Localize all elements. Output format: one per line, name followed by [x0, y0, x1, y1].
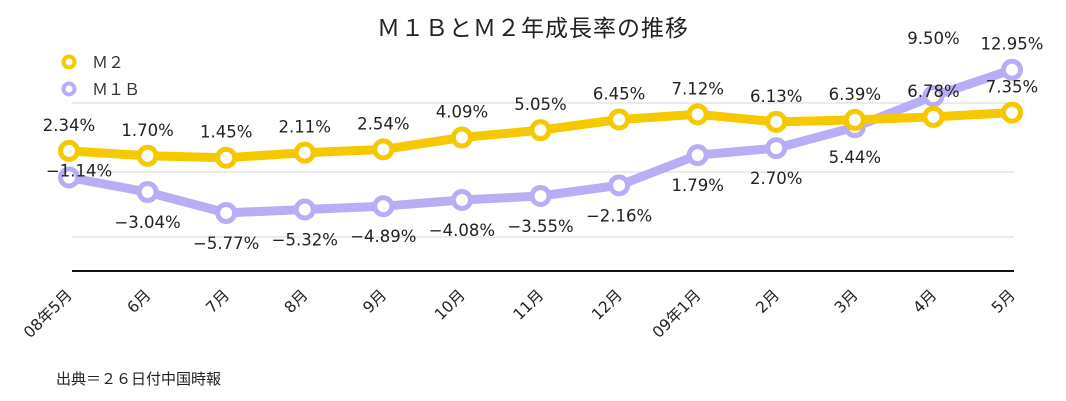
data-label-m2: 6.78%: [907, 82, 959, 101]
data-label-m1b: −3.04%: [114, 213, 180, 232]
data-point: [1001, 58, 1023, 81]
data-point: [450, 126, 473, 149]
data-point: [136, 144, 159, 167]
data-point: [608, 174, 631, 197]
data-point: [215, 146, 238, 169]
series-lines: [58, 58, 1023, 224]
chart-title: Ｍ１ＢとＭ２年成長率の推移: [377, 16, 689, 42]
data-label-m1b: −1.14%: [46, 162, 112, 181]
data-label-m1b: 5.44%: [829, 148, 881, 167]
data-point: [372, 195, 395, 218]
data-label-m2: 6.13%: [750, 87, 802, 106]
data-label-m1b: 2.70%: [750, 169, 802, 188]
source-note: 出典＝２６日付中国時報: [56, 370, 222, 388]
x-tick-label: 4月: [910, 286, 941, 317]
data-label-m2: 7.35%: [986, 78, 1038, 97]
data-label-m1b: −3.55%: [507, 217, 573, 236]
legend-marker: [61, 54, 77, 70]
data-point: [450, 189, 473, 212]
data-point: [1001, 101, 1023, 124]
x-tick-label: 9月: [359, 286, 390, 317]
data-label-m1b: 9.50%: [907, 29, 959, 48]
x-tick-label: 2月: [752, 286, 783, 317]
legend-marker: [61, 81, 77, 97]
data-label-m1b: 1.79%: [671, 176, 723, 195]
data-label-m2: 1.70%: [121, 121, 173, 140]
x-tick-label: 09年1月: [649, 286, 705, 342]
data-point: [843, 108, 866, 131]
data-point: [686, 103, 709, 126]
data-label-m2: 1.45%: [200, 123, 252, 142]
data-point: [58, 166, 80, 189]
data-point: [765, 110, 788, 133]
data-point: [58, 139, 80, 162]
x-tick-label: 3月: [831, 286, 862, 317]
data-point: [922, 85, 945, 108]
data-label-m1b: −4.08%: [429, 221, 495, 240]
data-label-m1b: −4.89%: [350, 227, 416, 246]
data-label-m2: 6.39%: [829, 85, 881, 104]
data-label-m1b: 12.95%: [981, 35, 1044, 54]
data-label-m2: 2.34%: [43, 116, 95, 135]
data-point: [215, 201, 238, 224]
data-point: [293, 141, 316, 164]
data-point: [922, 105, 945, 128]
data-label-m1b: −2.16%: [586, 206, 652, 225]
x-tick-label: 08年5月: [20, 286, 76, 342]
data-point: [529, 119, 552, 142]
x-tick-label: 6月: [124, 286, 155, 317]
data-point: [372, 138, 395, 161]
data-labels: 2.34% 1.70% 1.45% 2.11% 2.54% 4.09% 5.05% 6.45%…: [43, 29, 1044, 253]
x-tick-label: 11月: [510, 286, 548, 324]
data-label-m2: 5.05%: [514, 95, 566, 114]
data-label-m1b: −5.32%: [272, 230, 338, 249]
data-label-m2: 4.09%: [436, 103, 488, 122]
data-point: [686, 144, 709, 167]
data-label-m2: 2.54%: [357, 114, 409, 133]
data-point: [136, 181, 159, 204]
x-tick-label: 8月: [281, 286, 312, 317]
data-point: [765, 137, 788, 160]
x-axis-ticks: 08年5月 6月 7月 8月 9月 10月 11月 12月 09年1月 2月 3月 4月 5月: [20, 286, 1019, 342]
data-label-m2: 7.12%: [671, 79, 723, 98]
legend-label: Ｍ２: [92, 53, 124, 72]
data-label-m2: 6.45%: [593, 84, 645, 103]
x-tick-label: 12月: [588, 286, 626, 324]
gridlines: [72, 102, 1014, 272]
data-point: [529, 184, 552, 207]
legend-label: Ｍ１Ｂ: [92, 80, 140, 99]
x-tick-label: 10月: [431, 286, 469, 324]
x-tick-label: 5月: [988, 286, 1019, 317]
x-tick-label: 7月: [202, 286, 233, 317]
data-point: [608, 108, 631, 131]
data-label-m1b: −5.77%: [193, 234, 259, 253]
data-point: [293, 198, 316, 221]
data-label-m2: 2.11%: [279, 118, 331, 137]
